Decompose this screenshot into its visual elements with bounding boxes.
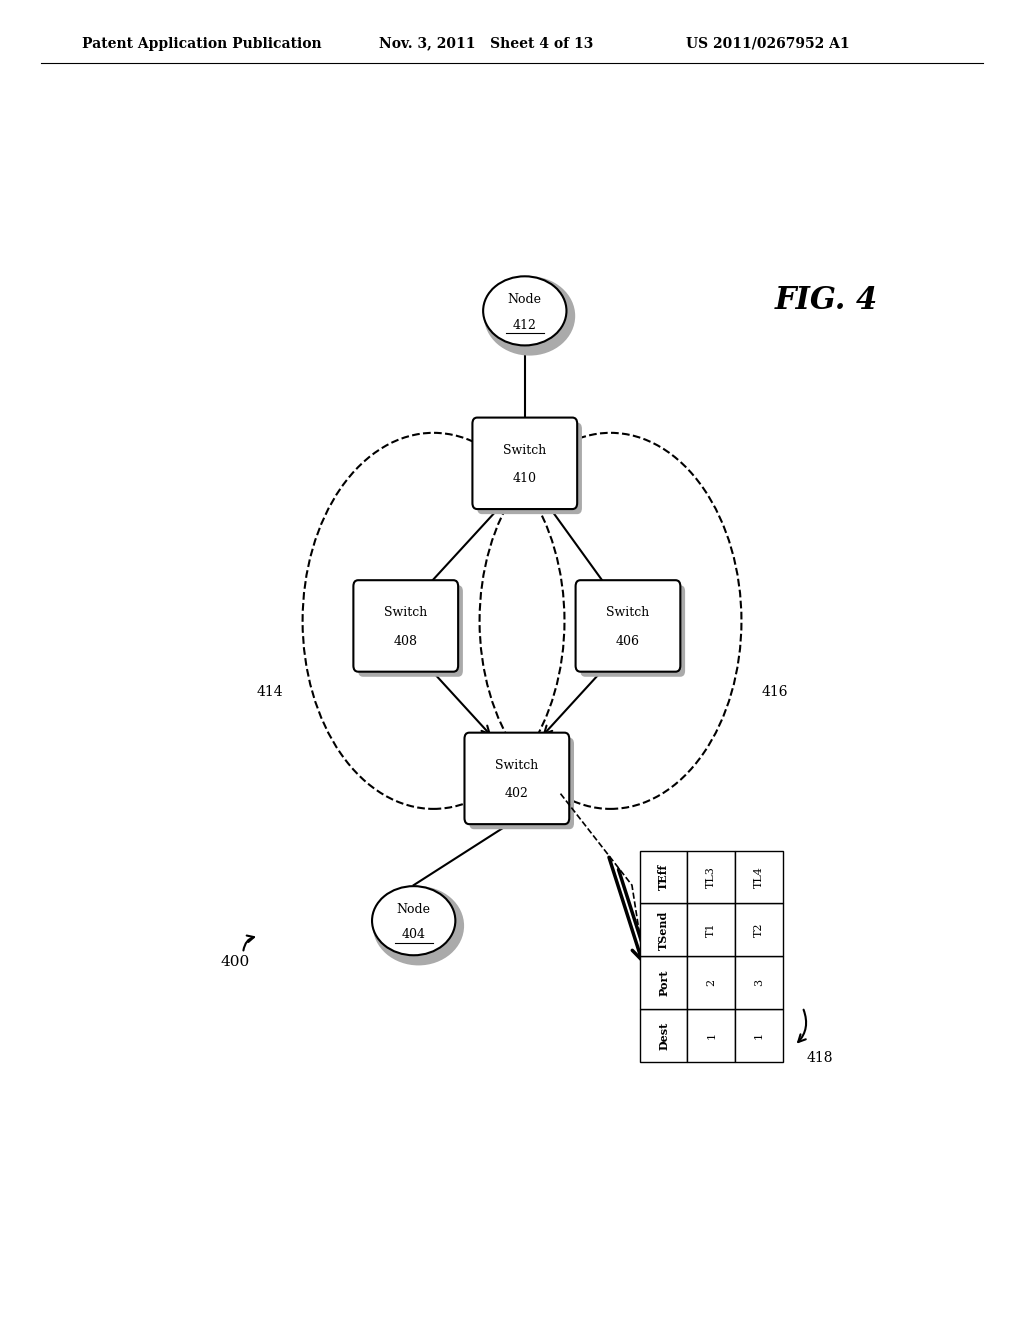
FancyBboxPatch shape xyxy=(575,581,680,672)
Text: 408: 408 xyxy=(394,635,418,648)
Text: 404: 404 xyxy=(401,928,426,941)
FancyBboxPatch shape xyxy=(581,585,685,677)
Text: 3: 3 xyxy=(754,979,764,986)
Text: TL4: TL4 xyxy=(754,866,764,888)
Polygon shape xyxy=(640,850,687,903)
Text: Nov. 3, 2011   Sheet 4 of 13: Nov. 3, 2011 Sheet 4 of 13 xyxy=(379,37,593,50)
Text: 402: 402 xyxy=(505,787,528,800)
Text: Node: Node xyxy=(508,293,542,306)
Polygon shape xyxy=(640,956,687,1008)
Text: Switch: Switch xyxy=(496,759,539,772)
FancyBboxPatch shape xyxy=(353,581,458,672)
Text: Node: Node xyxy=(396,903,431,916)
Polygon shape xyxy=(735,850,782,903)
Text: TEff: TEff xyxy=(658,863,669,890)
Text: 2: 2 xyxy=(707,979,717,986)
Polygon shape xyxy=(735,1008,782,1063)
Polygon shape xyxy=(640,1008,687,1063)
FancyBboxPatch shape xyxy=(465,733,569,824)
Polygon shape xyxy=(687,850,735,903)
Polygon shape xyxy=(687,903,735,956)
Polygon shape xyxy=(735,903,782,956)
Text: 400: 400 xyxy=(220,956,250,969)
Polygon shape xyxy=(640,903,687,956)
Ellipse shape xyxy=(484,276,575,355)
Text: Port: Port xyxy=(658,969,669,997)
Text: 412: 412 xyxy=(513,318,537,331)
Text: 406: 406 xyxy=(616,635,640,648)
Text: T2: T2 xyxy=(754,923,764,937)
Text: Switch: Switch xyxy=(503,444,547,457)
Text: Patent Application Publication: Patent Application Publication xyxy=(82,37,322,50)
Ellipse shape xyxy=(483,276,566,346)
Text: T1: T1 xyxy=(707,923,717,937)
Text: 414: 414 xyxy=(256,685,283,700)
FancyBboxPatch shape xyxy=(469,738,574,829)
Text: TSend: TSend xyxy=(658,911,669,949)
Text: Switch: Switch xyxy=(384,606,427,619)
Text: TL3: TL3 xyxy=(707,866,717,888)
Polygon shape xyxy=(687,956,735,1008)
Text: Switch: Switch xyxy=(606,606,649,619)
Text: 410: 410 xyxy=(513,473,537,484)
Text: 416: 416 xyxy=(761,685,787,700)
FancyBboxPatch shape xyxy=(472,417,578,510)
FancyBboxPatch shape xyxy=(358,585,463,677)
Text: FIG. 4: FIG. 4 xyxy=(775,285,878,317)
Text: US 2011/0267952 A1: US 2011/0267952 A1 xyxy=(686,37,850,50)
Polygon shape xyxy=(687,1008,735,1063)
Polygon shape xyxy=(735,956,782,1008)
Ellipse shape xyxy=(373,886,464,965)
Text: 418: 418 xyxy=(807,1051,834,1065)
Ellipse shape xyxy=(372,886,456,956)
FancyBboxPatch shape xyxy=(477,422,582,515)
Text: Dest: Dest xyxy=(658,1022,669,1049)
Text: 1: 1 xyxy=(754,1032,764,1039)
Text: 1: 1 xyxy=(707,1032,717,1039)
